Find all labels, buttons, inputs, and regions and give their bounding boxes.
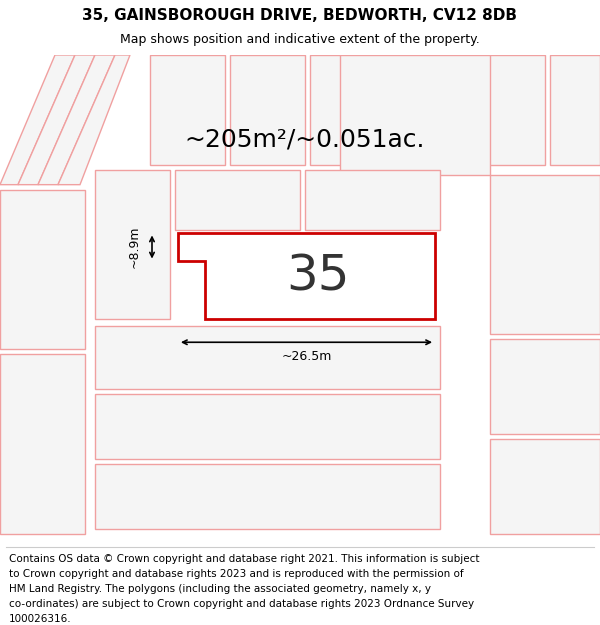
Polygon shape (490, 439, 600, 534)
Polygon shape (38, 55, 115, 184)
Text: to Crown copyright and database rights 2023 and is reproduced with the permissio: to Crown copyright and database rights 2… (9, 569, 464, 579)
Text: co-ordinates) are subject to Crown copyright and database rights 2023 Ordnance S: co-ordinates) are subject to Crown copyr… (9, 599, 474, 609)
Text: 35: 35 (286, 253, 350, 301)
Polygon shape (0, 55, 75, 184)
Polygon shape (490, 175, 600, 334)
Polygon shape (18, 55, 95, 184)
Polygon shape (150, 55, 225, 165)
Polygon shape (58, 55, 130, 184)
Text: ~8.9m: ~8.9m (128, 226, 140, 268)
Polygon shape (95, 394, 440, 459)
Text: Map shows position and indicative extent of the property.: Map shows position and indicative extent… (120, 33, 480, 46)
Text: Contains OS data © Crown copyright and database right 2021. This information is : Contains OS data © Crown copyright and d… (9, 554, 479, 564)
Polygon shape (95, 326, 440, 389)
Polygon shape (305, 170, 440, 229)
Polygon shape (178, 232, 435, 319)
Polygon shape (230, 55, 305, 165)
Polygon shape (95, 170, 170, 319)
Text: 100026316.: 100026316. (9, 614, 71, 624)
Text: 35, GAINSBOROUGH DRIVE, BEDWORTH, CV12 8DB: 35, GAINSBOROUGH DRIVE, BEDWORTH, CV12 8… (83, 8, 517, 23)
Polygon shape (95, 464, 440, 529)
Polygon shape (175, 170, 300, 229)
Polygon shape (390, 55, 465, 165)
Polygon shape (470, 55, 545, 165)
Text: ~26.5m: ~26.5m (281, 350, 332, 362)
Polygon shape (550, 55, 600, 165)
Polygon shape (340, 55, 490, 175)
Polygon shape (490, 339, 600, 434)
Text: HM Land Registry. The polygons (including the associated geometry, namely x, y: HM Land Registry. The polygons (includin… (9, 584, 431, 594)
Polygon shape (0, 189, 85, 349)
Text: ~205m²/~0.051ac.: ~205m²/~0.051ac. (185, 127, 425, 152)
Polygon shape (310, 55, 385, 165)
Polygon shape (0, 354, 85, 534)
